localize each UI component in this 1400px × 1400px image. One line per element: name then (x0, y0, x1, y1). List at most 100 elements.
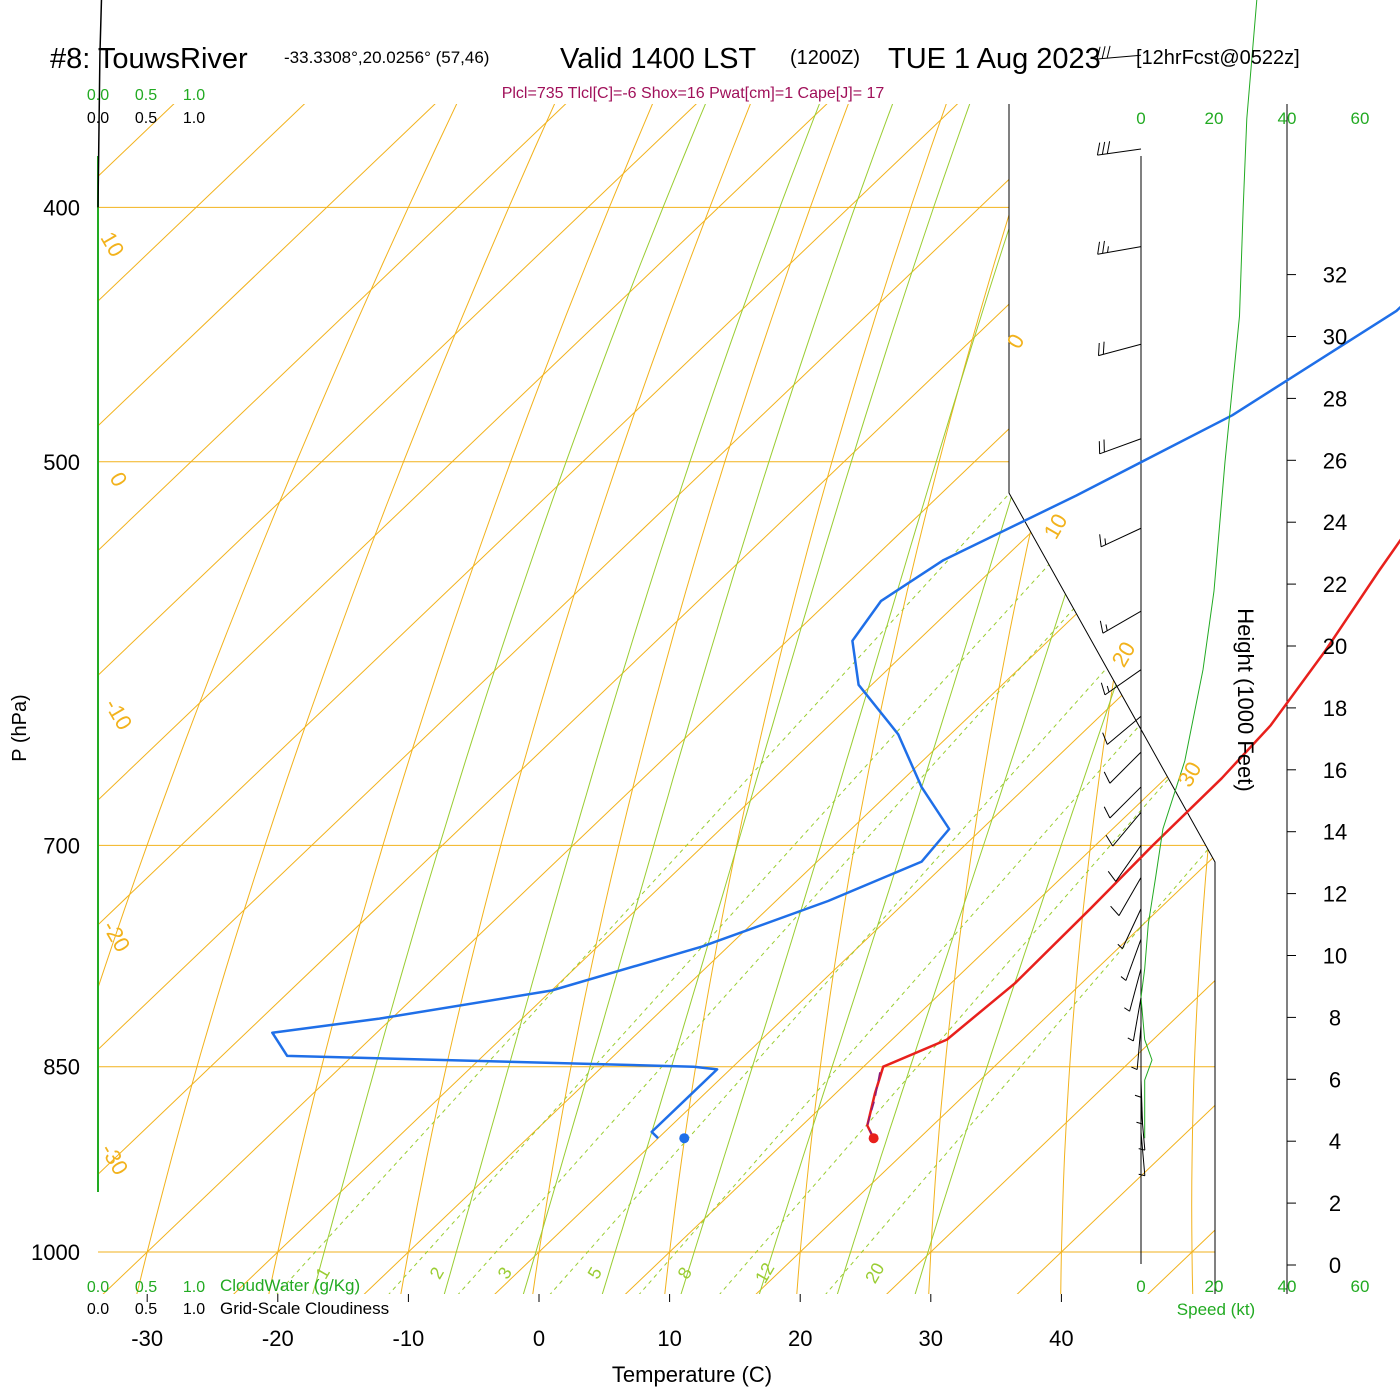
isotherm-line (947, 104, 1215, 1294)
isotherm-line (98, 104, 1215, 1294)
dry-adiabat (657, 104, 1135, 1294)
dry-adiabat (1191, 104, 1215, 1294)
isotherm-label: -20 (98, 916, 136, 956)
mixing-ratio-label: 8 (674, 1264, 696, 1283)
height-tick-label: 4 (1329, 1129, 1341, 1154)
height-tick-label: 32 (1323, 263, 1347, 288)
height-tick-label: 20 (1323, 634, 1347, 659)
height-tick-label: 16 (1323, 758, 1347, 783)
station-coords: -33.3308°,20.0256° (57,46) (284, 48, 489, 67)
mixing-ratio-label: 20 (861, 1259, 888, 1286)
isotherm-line (686, 104, 1215, 1294)
dry-adiabat (1060, 104, 1215, 1294)
wind-barb (1097, 240, 1142, 255)
height-tick-label: 18 (1323, 696, 1347, 721)
y-axis-title: P (hPa) (9, 694, 31, 761)
wind-speed-line (1140, 0, 1258, 1139)
mixing-ratio-line (627, 207, 1215, 1294)
chart-frame (97, 104, 1288, 1294)
dry-adiabat (1319, 0, 1400, 1361)
isotherm-line (98, 104, 937, 1294)
indices-line: Plcl=735 Tlcl[C]=-6 Shox=16 Pwat[cm]=1 C… (502, 85, 885, 102)
pressure-tick-label: 400 (43, 195, 80, 220)
moist-adiabat (581, 104, 1140, 1294)
wind-barb (1120, 938, 1142, 981)
dry-adiabat (523, 104, 1048, 1294)
wind-barb (1099, 610, 1142, 634)
cloudiness-tick-bottom: 0.0 (87, 1301, 109, 1318)
x-tick-label: -10 (393, 1326, 425, 1351)
wind-barb (1096, 141, 1142, 156)
moist-adiabat (659, 104, 1213, 1294)
mixing-ratio-label: 12 (751, 1259, 778, 1286)
wind-speed-tick-top: 0 (1136, 109, 1145, 128)
wind-speed-tick-bottom: 60 (1351, 1277, 1370, 1296)
isotherm-label: 0 (105, 468, 133, 491)
mixing-ratio-label: 2 (426, 1264, 448, 1283)
cloudiness-tick-top: 0.5 (135, 110, 157, 127)
wind-barb (1124, 968, 1142, 1012)
wind-barb (1103, 751, 1142, 784)
utc-time: (1200Z) (790, 47, 860, 69)
pressure-tick-label: 500 (43, 450, 80, 475)
wind-barb (1105, 812, 1142, 847)
height-tick-label: 22 (1323, 572, 1347, 597)
wind-barb (1100, 669, 1142, 696)
temperature-line (866, 538, 1400, 1139)
cloud-water-tick-bottom: 0.5 (135, 1279, 157, 1296)
isotherm-label: 30 (1173, 757, 1207, 791)
parcel-line (866, 1069, 882, 1139)
wind-barb (1131, 1025, 1142, 1071)
moist-adiabat (503, 104, 1070, 1294)
wind-barb (1138, 1106, 1146, 1151)
cloud-water-tick-bottom: 0.0 (87, 1279, 109, 1296)
isotherm-line (816, 104, 1215, 1294)
wind-barb (1103, 786, 1142, 819)
pressure-tick-label: 850 (43, 1055, 80, 1080)
x-axis-title: Temperature (C) (612, 1362, 772, 1387)
isotherm-line (98, 104, 1215, 1294)
dewpoint-line (271, 305, 1400, 1140)
mixing-ratio-label: 3 (494, 1264, 516, 1283)
isotherm-line (98, 104, 1198, 1294)
isotherm-line (424, 104, 1215, 1294)
wind-speed-tick-bottom: 0 (1136, 1277, 1145, 1296)
isotherm-label: 10 (96, 227, 130, 261)
valid-time: Valid 1400 LST (560, 43, 756, 75)
height-tick-label: 26 (1323, 448, 1347, 473)
height-tick-label: 12 (1323, 882, 1347, 907)
isotherm-line (98, 104, 1068, 1294)
wind-speed-title: Speed (kt) (1177, 1300, 1255, 1319)
surface-temperature-marker (868, 1133, 879, 1144)
height-tick-label: 0 (1329, 1253, 1341, 1278)
cloudiness-tick-bottom: 1.0 (183, 1301, 205, 1318)
sounding-series (97, 0, 1400, 1144)
cloudiness-tick-top: 0.0 (87, 110, 109, 127)
moist-adiabat (894, 104, 1215, 1294)
wind-speed-tick-top: 20 (1205, 109, 1224, 128)
moist-adiabat (738, 104, 1215, 1294)
wind-barb (1107, 845, 1142, 882)
mixing-ratio-line (538, 207, 1215, 1294)
pressure-tick-label: 700 (43, 833, 80, 858)
isotherm-line (98, 104, 545, 1294)
cloud-water-tick-bottom: 1.0 (183, 1279, 205, 1296)
pressure-tick-label: 1000 (31, 1240, 80, 1265)
x-tick-label: 10 (657, 1326, 681, 1351)
wind-barb (1110, 877, 1142, 916)
wind-panel (1096, 0, 1258, 1177)
mixing-ratio-line (813, 207, 1215, 1294)
mixing-ratio-line (264, 207, 1215, 1294)
isotherm-label: 20 (1107, 637, 1141, 671)
x-tick-label: 30 (919, 1326, 943, 1351)
plot-border (1008, 104, 1216, 1294)
wind-speed-tick-bottom: 40 (1278, 1277, 1297, 1296)
surface-dewpoint-marker (679, 1133, 690, 1144)
height-tick-label: 30 (1323, 325, 1347, 350)
valid-date: TUE 1 Aug 2023 (888, 43, 1101, 75)
wind-speed-tick-top: 60 (1351, 109, 1370, 128)
wind-barb (1102, 715, 1142, 745)
wind-barb (1098, 341, 1142, 357)
dry-adiabat (120, 104, 787, 1294)
